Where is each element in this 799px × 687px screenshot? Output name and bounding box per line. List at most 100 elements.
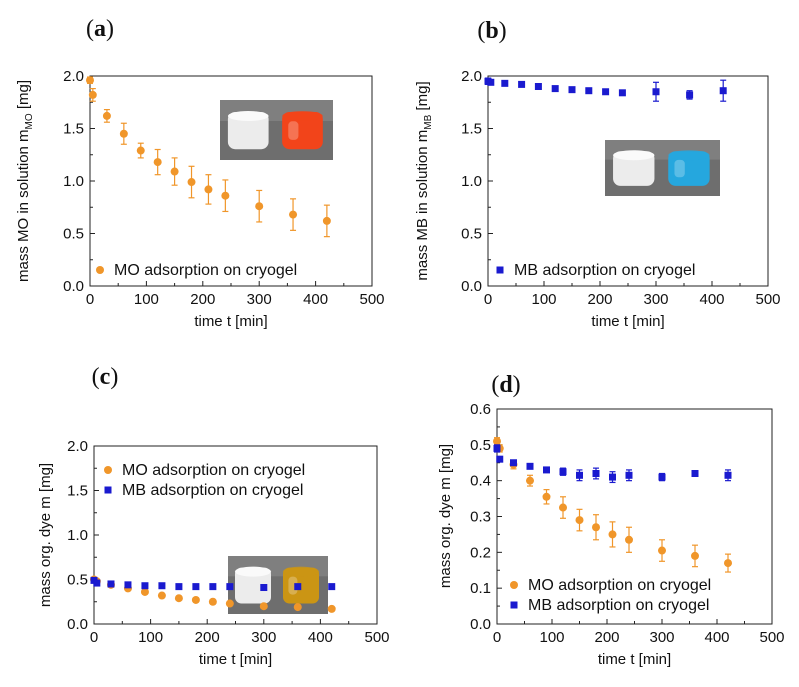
y-tick-label: 0.3	[470, 509, 491, 526]
white-disc-top	[235, 566, 271, 577]
y-axis-title-subscript: MO	[24, 113, 35, 129]
x-tick-label: 400	[308, 629, 333, 646]
panel-paren-close: )	[110, 364, 118, 390]
x-tick-label: 500	[359, 291, 384, 308]
legend-label: MO adsorption on cryogel	[528, 577, 711, 594]
data-point	[327, 604, 336, 613]
y-tick-label: 0.2	[470, 544, 491, 561]
dyed-disc-shine	[674, 159, 685, 178]
y-tick-label: 1.5	[67, 483, 88, 500]
legend-marker	[496, 266, 504, 274]
y-axis-title-main: mass MB in solution m	[414, 130, 431, 281]
data-point	[102, 111, 111, 120]
data-point	[153, 158, 162, 167]
legend-label: MB adsorption on cryogel	[528, 597, 709, 614]
panel-letter-char: d	[499, 372, 513, 398]
cryogel-photo	[228, 556, 328, 614]
y-tick-label: 1.5	[461, 121, 482, 138]
x-tick-label: 0	[484, 291, 492, 308]
data-point	[204, 185, 213, 194]
data-point	[543, 466, 550, 474]
y-tick-label: 0.5	[461, 226, 482, 243]
x-tick-label: 200	[594, 629, 619, 646]
y-axis-title-main: mass org. dye m [mg]	[37, 463, 54, 607]
data-point	[191, 595, 200, 604]
series-square	[493, 444, 732, 484]
data-point	[107, 580, 115, 588]
x-tick-label: 300	[649, 629, 674, 646]
white-cryogel-disc	[235, 567, 271, 604]
x-tick-label: 100	[138, 629, 163, 646]
data-point	[602, 88, 610, 96]
data-point	[691, 551, 699, 560]
y-tick-label: 2.0	[63, 68, 84, 85]
data-point	[322, 216, 331, 225]
data-point	[208, 597, 217, 606]
y-axis-title: mass MO in solution mMO [mg]	[15, 80, 35, 282]
data-point	[328, 583, 336, 591]
white-cryogel-disc	[227, 112, 269, 150]
data-point	[294, 583, 302, 591]
legend-marker	[510, 581, 518, 589]
data-point	[141, 582, 149, 590]
data-point	[658, 546, 666, 555]
data-point	[493, 444, 501, 452]
legend-marker	[104, 486, 112, 494]
legend-label: MB adsorption on cryogel	[514, 262, 695, 279]
data-point	[510, 459, 517, 467]
x-tick-label: 100	[531, 291, 556, 308]
y-tick-label: 0.4	[470, 473, 491, 490]
data-point	[724, 471, 732, 479]
data-point	[293, 603, 302, 612]
data-point	[170, 167, 179, 176]
data-point	[140, 587, 149, 596]
data-point	[225, 599, 234, 608]
x-tick-label: 300	[643, 291, 668, 308]
y-tick-label: 1.0	[67, 527, 88, 544]
dyed-cryogel-disc	[282, 112, 323, 150]
data-point	[625, 471, 633, 479]
data-point	[192, 583, 200, 591]
series-square	[90, 576, 336, 592]
x-tick-label: 500	[364, 629, 389, 646]
panel-paren-open: (	[92, 364, 100, 390]
x-axis-title: time t [min]	[199, 651, 272, 668]
legend-marker	[510, 601, 518, 609]
legend-marker	[104, 466, 112, 474]
x-tick-label: 200	[195, 629, 220, 646]
panel-paren-open: (	[491, 372, 499, 398]
legend-label: MB adsorption on cryogel	[122, 482, 303, 499]
chart-panel-d: (d) 0 100 200 300 400 500 0.0 0.1 0.2 0.3 0.4 0.5 0.6…	[437, 372, 785, 668]
y-tick-label: 1.0	[461, 173, 482, 190]
data-point	[175, 583, 183, 591]
x-tick-label: 0	[493, 629, 501, 646]
data-point	[609, 473, 616, 481]
y-tick-label: 0.0	[67, 616, 88, 633]
data-point	[542, 492, 551, 501]
data-point	[618, 89, 626, 97]
data-point	[496, 455, 504, 463]
panel-letter: (c)	[92, 364, 119, 390]
data-point	[551, 85, 559, 93]
x-tick-label: 300	[251, 629, 276, 646]
dyed-disc-top	[668, 150, 710, 161]
data-point	[585, 87, 593, 95]
data-point	[518, 80, 526, 88]
x-tick-label: 100	[134, 291, 159, 308]
y-tick-label: 0.6	[470, 401, 491, 418]
data-point	[226, 583, 234, 591]
panel-paren-close: )	[513, 372, 521, 398]
y-axis-title-unit: [mg]	[414, 81, 431, 114]
y-axis-title: mass org. dye m [mg]	[37, 463, 54, 607]
x-axis-title: time t [min]	[194, 313, 267, 330]
y-tick-label: 2.0	[67, 438, 88, 455]
data-point	[568, 86, 576, 94]
y-tick-label: 1.5	[63, 121, 84, 138]
y-axis-title-subscript: MB	[423, 114, 434, 129]
data-point	[119, 129, 128, 138]
y-tick-label: 0.1	[470, 580, 491, 597]
legend-label: MO adsorption on cryogel	[114, 262, 297, 279]
panel-letter: (d)	[491, 372, 520, 398]
data-point	[501, 79, 509, 87]
white-cryogel-disc	[613, 151, 655, 186]
